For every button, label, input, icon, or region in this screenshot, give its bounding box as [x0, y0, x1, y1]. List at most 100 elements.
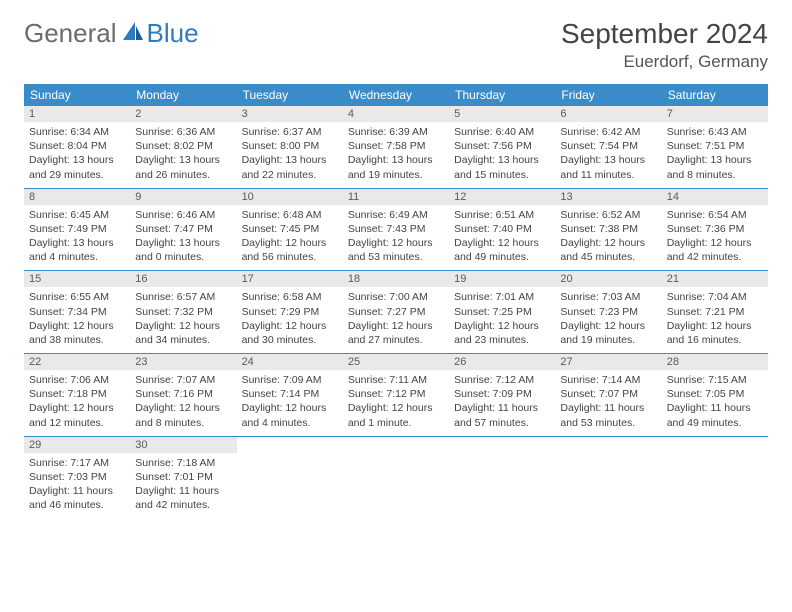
day-number: 10	[237, 189, 343, 205]
day-cell	[343, 453, 449, 519]
sunrise-text: Sunrise: 6:39 AM	[348, 125, 444, 139]
day-cell: Sunrise: 6:58 AMSunset: 7:29 PMDaylight:…	[237, 287, 343, 353]
daylight-text: Daylight: 12 hours and 53 minutes.	[348, 236, 444, 264]
week-row: Sunrise: 7:17 AMSunset: 7:03 PMDaylight:…	[24, 453, 768, 519]
day-number: 14	[662, 189, 768, 205]
sunset-text: Sunset: 7:54 PM	[560, 139, 656, 153]
day-number: 18	[343, 271, 449, 287]
sunrise-text: Sunrise: 6:37 AM	[242, 125, 338, 139]
logo-text-general: General	[24, 18, 117, 49]
sunset-text: Sunset: 7:07 PM	[560, 387, 656, 401]
sunrise-text: Sunrise: 6:49 AM	[348, 208, 444, 222]
sunrise-text: Sunrise: 6:40 AM	[454, 125, 550, 139]
sunrise-text: Sunrise: 7:11 AM	[348, 373, 444, 387]
day-cell: Sunrise: 6:42 AMSunset: 7:54 PMDaylight:…	[555, 122, 661, 188]
day-cell: Sunrise: 6:57 AMSunset: 7:32 PMDaylight:…	[130, 287, 236, 353]
daylight-text: Daylight: 13 hours and 29 minutes.	[29, 153, 125, 181]
weekday-header-row: Sunday Monday Tuesday Wednesday Thursday…	[24, 84, 768, 106]
sunset-text: Sunset: 7:23 PM	[560, 305, 656, 319]
day-cell	[555, 453, 661, 519]
sunset-text: Sunset: 7:16 PM	[135, 387, 231, 401]
daylight-text: Daylight: 12 hours and 8 minutes.	[135, 401, 231, 429]
sunrise-text: Sunrise: 7:12 AM	[454, 373, 550, 387]
sunrise-text: Sunrise: 6:42 AM	[560, 125, 656, 139]
sunrise-text: Sunrise: 7:14 AM	[560, 373, 656, 387]
day-number: 9	[130, 189, 236, 205]
day-number-row: 891011121314	[24, 189, 768, 205]
daylight-text: Daylight: 13 hours and 8 minutes.	[667, 153, 763, 181]
day-cell	[237, 453, 343, 519]
sunrise-text: Sunrise: 7:07 AM	[135, 373, 231, 387]
daylight-text: Daylight: 12 hours and 23 minutes.	[454, 319, 550, 347]
sunrise-text: Sunrise: 6:52 AM	[560, 208, 656, 222]
sunrise-text: Sunrise: 7:09 AM	[242, 373, 338, 387]
day-number: 25	[343, 354, 449, 370]
daylight-text: Daylight: 13 hours and 19 minutes.	[348, 153, 444, 181]
daylight-text: Daylight: 13 hours and 11 minutes.	[560, 153, 656, 181]
day-number: 30	[130, 437, 236, 453]
sunrise-text: Sunrise: 7:04 AM	[667, 290, 763, 304]
sunset-text: Sunset: 8:00 PM	[242, 139, 338, 153]
day-number: 28	[662, 354, 768, 370]
day-cell: Sunrise: 7:18 AMSunset: 7:01 PMDaylight:…	[130, 453, 236, 519]
sunset-text: Sunset: 7:03 PM	[29, 470, 125, 484]
day-cell: Sunrise: 6:51 AMSunset: 7:40 PMDaylight:…	[449, 205, 555, 271]
weekday-header: Saturday	[662, 84, 768, 106]
day-cell: Sunrise: 7:07 AMSunset: 7:16 PMDaylight:…	[130, 370, 236, 436]
sunset-text: Sunset: 7:05 PM	[667, 387, 763, 401]
daylight-text: Daylight: 13 hours and 4 minutes.	[29, 236, 125, 264]
week-row: Sunrise: 6:55 AMSunset: 7:34 PMDaylight:…	[24, 287, 768, 354]
day-cell: Sunrise: 6:54 AMSunset: 7:36 PMDaylight:…	[662, 205, 768, 271]
title-block: September 2024 Euerdorf, Germany	[561, 18, 768, 72]
daylight-text: Daylight: 13 hours and 15 minutes.	[454, 153, 550, 181]
daylight-text: Daylight: 12 hours and 49 minutes.	[454, 236, 550, 264]
sunset-text: Sunset: 7:47 PM	[135, 222, 231, 236]
daylight-text: Daylight: 12 hours and 4 minutes.	[242, 401, 338, 429]
daylight-text: Daylight: 11 hours and 42 minutes.	[135, 484, 231, 512]
sunrise-text: Sunrise: 6:45 AM	[29, 208, 125, 222]
day-number: 27	[555, 354, 661, 370]
daylight-text: Daylight: 12 hours and 1 minute.	[348, 401, 444, 429]
sunset-text: Sunset: 7:29 PM	[242, 305, 338, 319]
daylight-text: Daylight: 12 hours and 27 minutes.	[348, 319, 444, 347]
week-row: Sunrise: 6:34 AMSunset: 8:04 PMDaylight:…	[24, 122, 768, 189]
sunrise-text: Sunrise: 6:48 AM	[242, 208, 338, 222]
day-number	[237, 437, 343, 453]
sunset-text: Sunset: 7:18 PM	[29, 387, 125, 401]
sunset-text: Sunset: 7:01 PM	[135, 470, 231, 484]
logo-text-blue: Blue	[147, 18, 199, 49]
week-row: Sunrise: 7:06 AMSunset: 7:18 PMDaylight:…	[24, 370, 768, 437]
day-number-row: 2930	[24, 437, 768, 453]
day-cell: Sunrise: 6:36 AMSunset: 8:02 PMDaylight:…	[130, 122, 236, 188]
day-number: 3	[237, 106, 343, 122]
sunrise-text: Sunrise: 6:54 AM	[667, 208, 763, 222]
day-cell: Sunrise: 7:12 AMSunset: 7:09 PMDaylight:…	[449, 370, 555, 436]
daylight-text: Daylight: 13 hours and 0 minutes.	[135, 236, 231, 264]
sunrise-text: Sunrise: 7:15 AM	[667, 373, 763, 387]
sunrise-text: Sunrise: 7:00 AM	[348, 290, 444, 304]
sunrise-text: Sunrise: 6:58 AM	[242, 290, 338, 304]
day-number: 5	[449, 106, 555, 122]
sunset-text: Sunset: 7:38 PM	[560, 222, 656, 236]
daylight-text: Daylight: 12 hours and 45 minutes.	[560, 236, 656, 264]
sunset-text: Sunset: 7:36 PM	[667, 222, 763, 236]
sunset-text: Sunset: 7:58 PM	[348, 139, 444, 153]
day-number-row: 22232425262728	[24, 354, 768, 370]
day-number: 7	[662, 106, 768, 122]
day-cell: Sunrise: 6:40 AMSunset: 7:56 PMDaylight:…	[449, 122, 555, 188]
daylight-text: Daylight: 12 hours and 34 minutes.	[135, 319, 231, 347]
sunset-text: Sunset: 7:12 PM	[348, 387, 444, 401]
weekday-header: Monday	[130, 84, 236, 106]
weekday-header: Tuesday	[237, 84, 343, 106]
day-cell: Sunrise: 7:04 AMSunset: 7:21 PMDaylight:…	[662, 287, 768, 353]
day-cell: Sunrise: 7:15 AMSunset: 7:05 PMDaylight:…	[662, 370, 768, 436]
day-number	[662, 437, 768, 453]
day-number: 22	[24, 354, 130, 370]
daylight-text: Daylight: 11 hours and 57 minutes.	[454, 401, 550, 429]
day-cell: Sunrise: 7:11 AMSunset: 7:12 PMDaylight:…	[343, 370, 449, 436]
day-number: 23	[130, 354, 236, 370]
day-number	[343, 437, 449, 453]
daylight-text: Daylight: 12 hours and 42 minutes.	[667, 236, 763, 264]
day-cell: Sunrise: 6:49 AMSunset: 7:43 PMDaylight:…	[343, 205, 449, 271]
sunrise-text: Sunrise: 7:03 AM	[560, 290, 656, 304]
